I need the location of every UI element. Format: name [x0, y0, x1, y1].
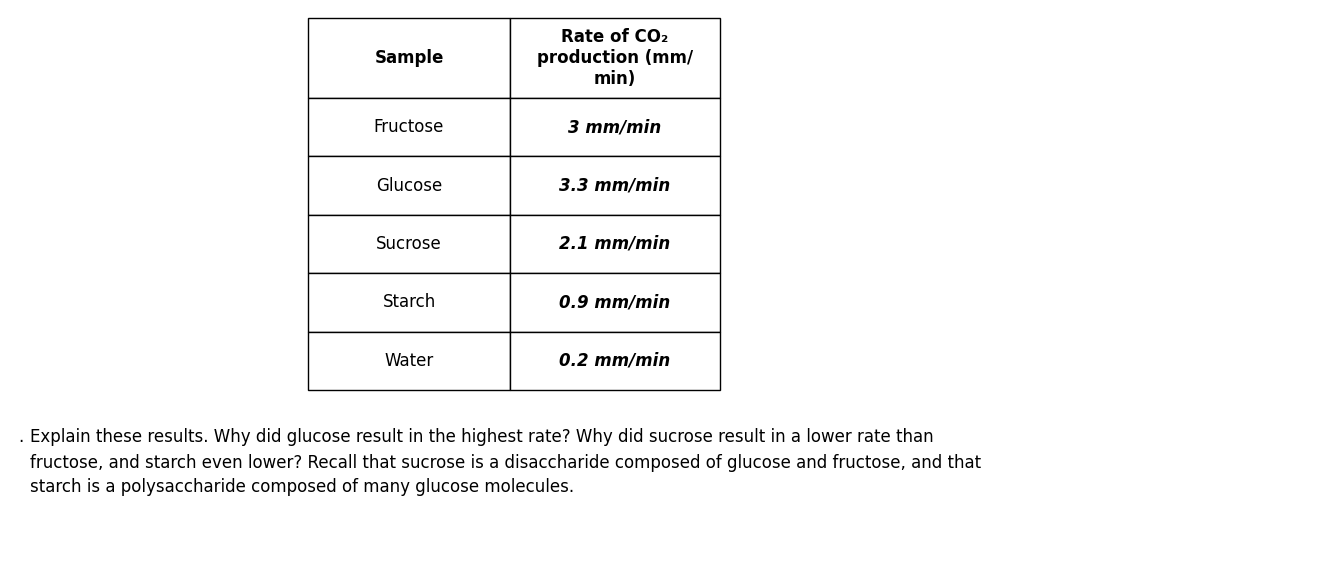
Text: 0.2 mm/min: 0.2 mm/min	[559, 352, 671, 370]
Text: Sucrose: Sucrose	[376, 235, 442, 253]
Bar	[510, 215, 720, 273]
Text: Explain these results. Why did glucose result in the highest rate? Why did sucro: Explain these results. Why did glucose r…	[30, 428, 933, 446]
Text: Rate of CO₂
production (mm/
min): Rate of CO₂ production (mm/ min)	[536, 28, 693, 88]
Text: 0.9 mm/min: 0.9 mm/min	[559, 293, 671, 311]
Text: Sample: Sample	[374, 49, 444, 67]
Bar	[308, 215, 510, 273]
Text: 3.3 mm/min: 3.3 mm/min	[559, 176, 671, 194]
Text: 3 mm/min: 3 mm/min	[568, 118, 662, 136]
Bar	[510, 332, 720, 390]
Bar	[308, 273, 510, 332]
Text: .: .	[18, 428, 24, 446]
Bar	[308, 98, 510, 157]
Text: Fructose: Fructose	[374, 118, 444, 136]
Text: fructose, and starch even lower? Recall that sucrose is a disaccharide composed : fructose, and starch even lower? Recall …	[30, 454, 981, 472]
Text: Glucose: Glucose	[376, 176, 442, 194]
Bar	[510, 157, 720, 215]
Text: 2.1 mm/min: 2.1 mm/min	[559, 235, 671, 253]
Text: starch is a polysaccharide composed of many glucose molecules.: starch is a polysaccharide composed of m…	[30, 478, 575, 496]
Bar	[510, 273, 720, 332]
Bar	[510, 98, 720, 157]
Bar	[510, 18, 720, 98]
Text: Starch: Starch	[382, 293, 436, 311]
Bar	[308, 157, 510, 215]
Text: Water: Water	[385, 352, 434, 370]
Bar	[308, 332, 510, 390]
Bar	[308, 18, 510, 98]
